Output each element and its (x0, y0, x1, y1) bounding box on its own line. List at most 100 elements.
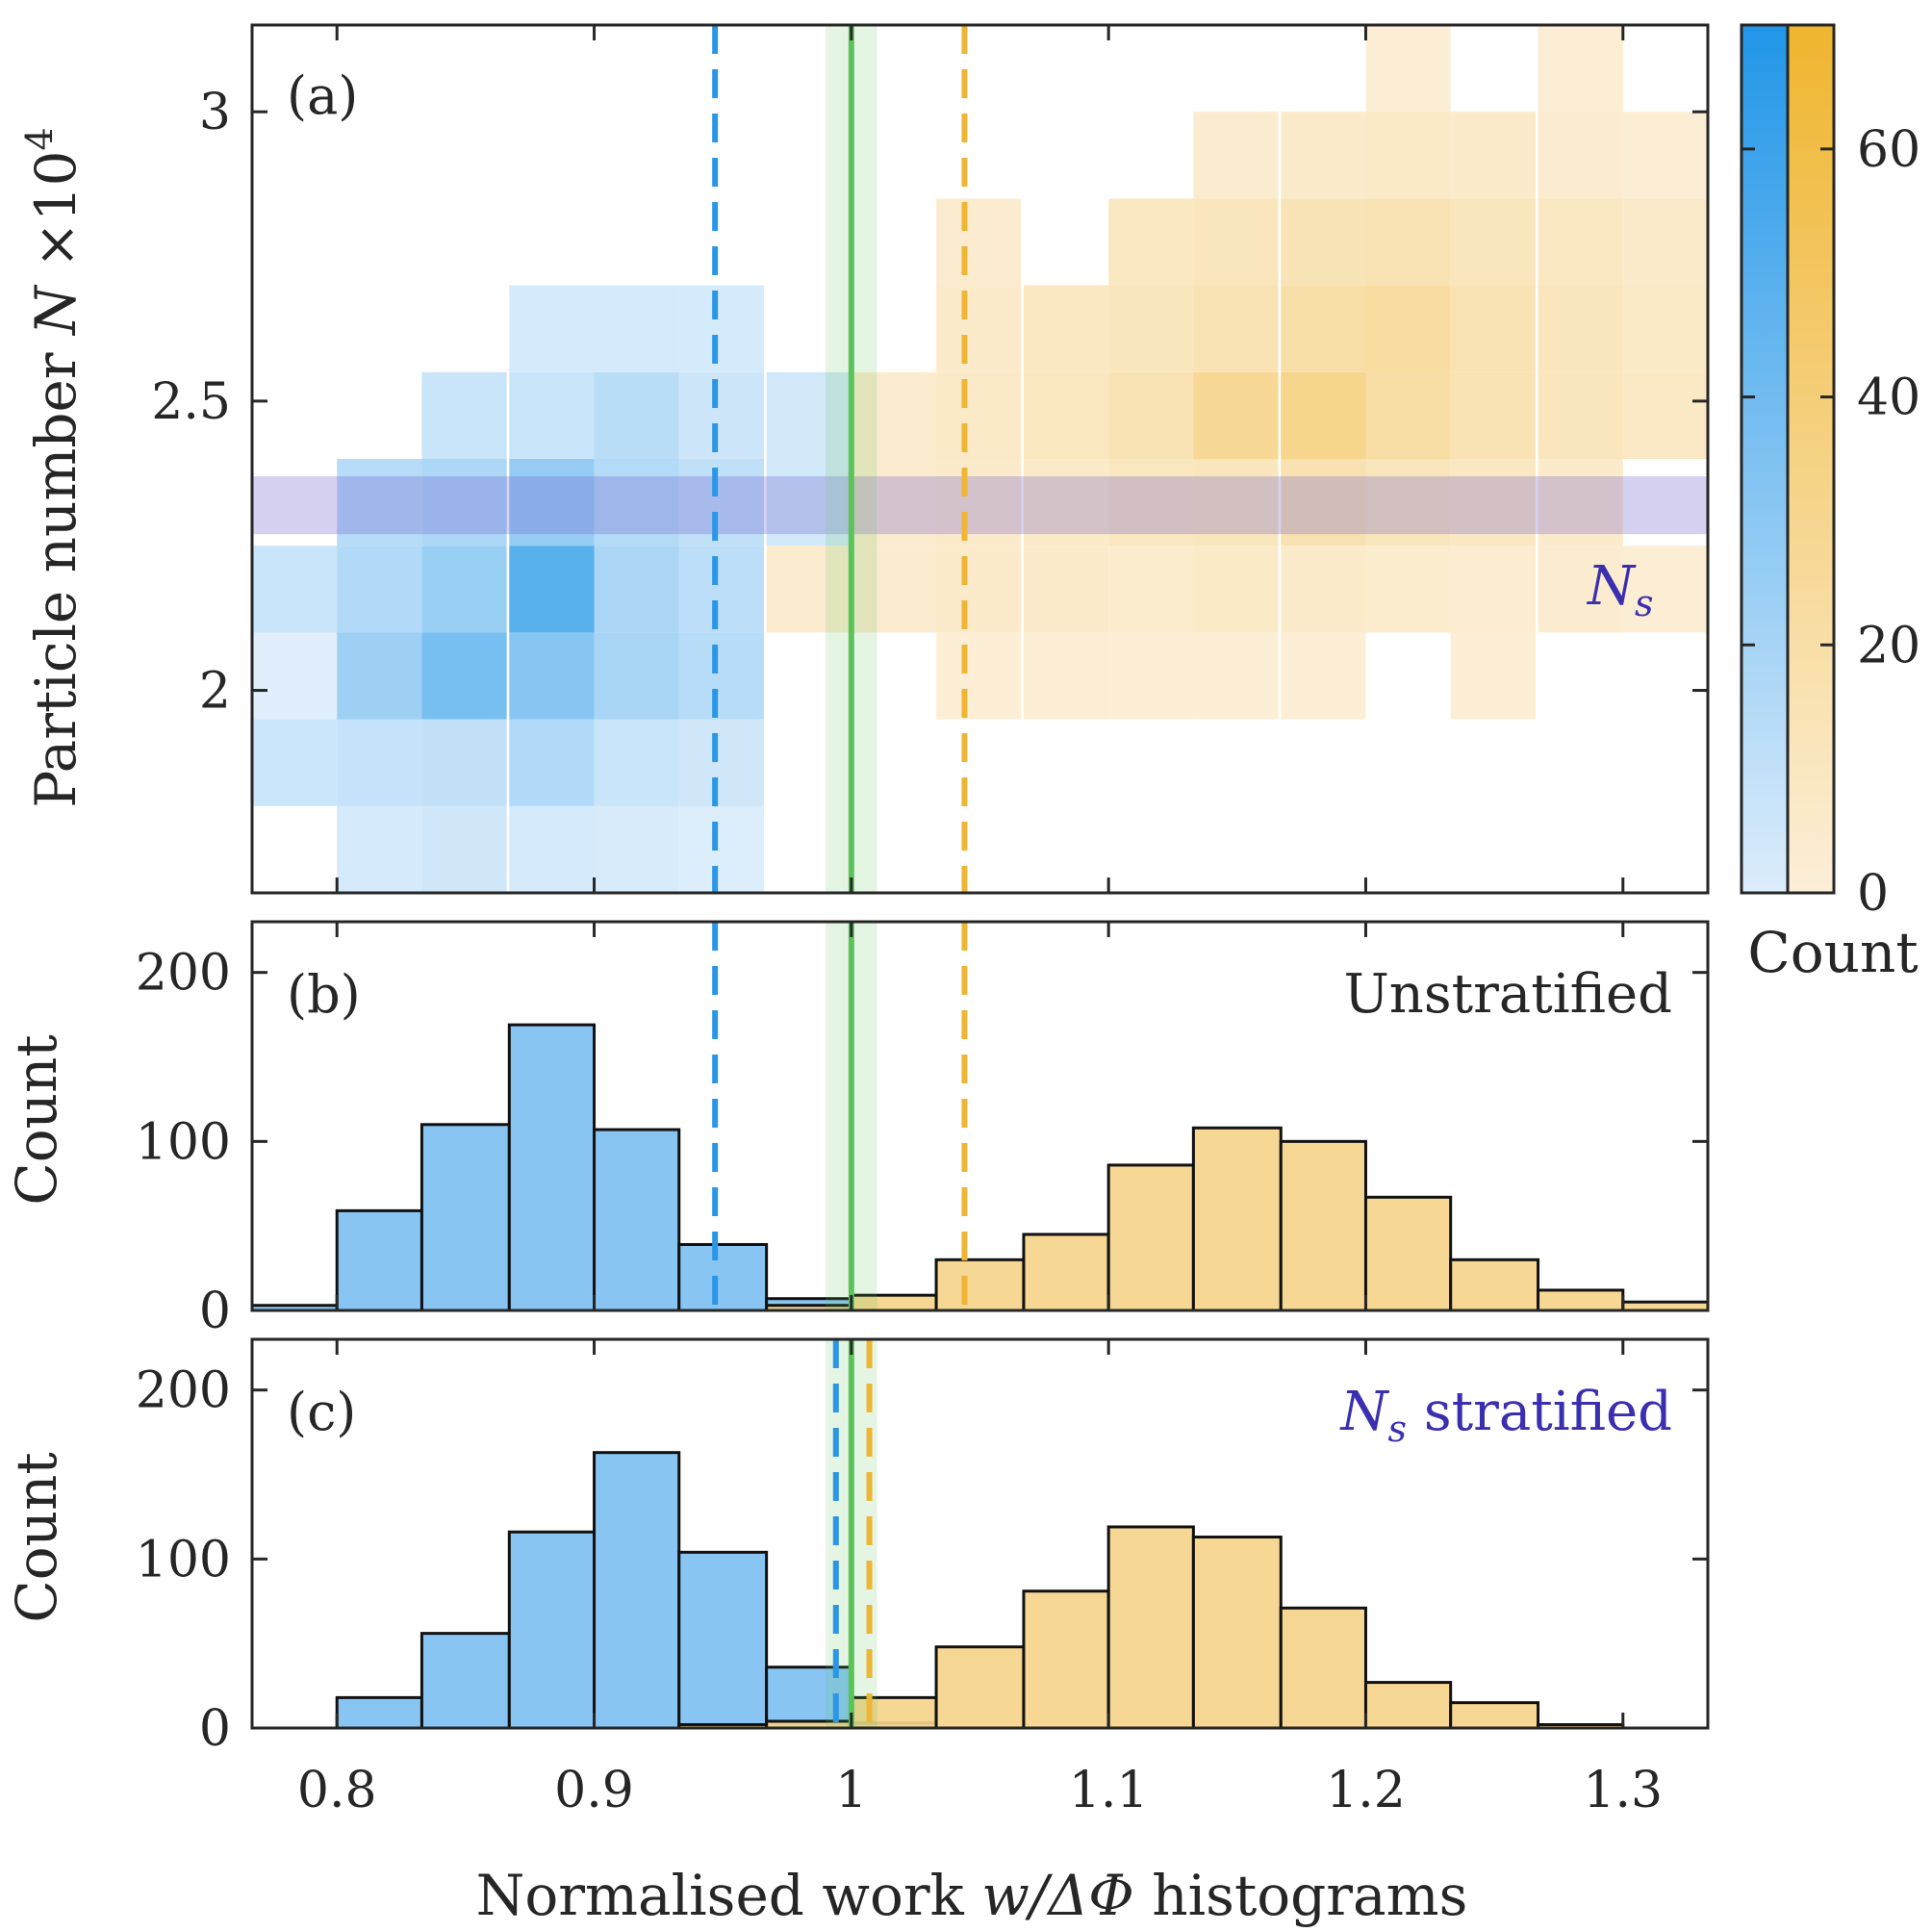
heatmap-cell-blue (678, 632, 764, 720)
x-tick-label: 1 (835, 1762, 867, 1819)
heatmap-cell-blue (337, 719, 422, 806)
histogram-bar-orange (1363, 1195, 1453, 1312)
heatmap-cells (252, 25, 1708, 893)
heatmap-cell-orange (1281, 371, 1366, 459)
histogram-bar-orange (1279, 1139, 1367, 1312)
heatmap-cell-blue (421, 632, 507, 720)
heatmap-cell-blue (594, 371, 679, 459)
heatmap-cell-blue (766, 371, 852, 459)
y-axis-ticks: 0 100 200 (136, 1362, 1708, 1758)
x-tick-label: 0.8 (297, 1762, 377, 1819)
histogram-bar-orange (1022, 1233, 1110, 1312)
panel-a-frame (250, 23, 1710, 895)
histogram-bar-orange (1022, 1589, 1110, 1730)
heatmap-cell-orange (1365, 459, 1451, 547)
heatmap-cell-orange (1365, 112, 1451, 199)
y-tick-label: 100 (136, 1113, 231, 1171)
heatmap-cell-orange (1023, 632, 1109, 720)
heatmap-cell-blue (678, 371, 764, 459)
panel-title-c: Ns stratified (1339, 1381, 1672, 1450)
panel-c: 0 100 200 0.8 0.9 1 1.1 1.2 1.3 (c) Ns stratifi… (4, 1337, 1710, 1928)
heatmap-cell-orange (1365, 198, 1451, 286)
histogram-bar-orange (1363, 1681, 1453, 1730)
heatmap-cell-orange (1538, 459, 1623, 547)
heatmap-cell-blue (678, 546, 764, 633)
heatmap-cell-orange (1193, 371, 1279, 459)
heatmap-cell-orange (766, 546, 852, 633)
heatmap-cell-blue (509, 371, 595, 459)
heatmap-cell-orange (1281, 198, 1366, 286)
histogram-bar-blue (419, 1123, 511, 1312)
histogram-bar-blue (419, 1632, 511, 1730)
histogram-bar-blue (335, 1208, 423, 1312)
histogram-bar-blue (593, 1451, 681, 1730)
histogram-bar-orange (934, 1258, 1026, 1312)
heatmap-cell-orange (1622, 371, 1708, 459)
histogram-bar-orange (1537, 1288, 1625, 1312)
heatmap-cell-orange (1450, 459, 1536, 547)
heatmap-cell-orange (1622, 198, 1708, 286)
heatmap-cell-orange (936, 198, 1022, 286)
heatmap-cell-orange (1450, 285, 1536, 372)
histogram-bar-orange (1449, 1258, 1540, 1312)
histogram-bar-blue (677, 1550, 769, 1730)
heatmap-cell-blue (678, 719, 764, 806)
heatmap-cell-orange (1108, 546, 1194, 633)
heatmap-cell-blue (509, 805, 595, 893)
histogram-bar-blue (677, 1242, 769, 1312)
heatmap-cell-orange (1538, 371, 1623, 459)
heatmap-cell-orange (1108, 632, 1194, 720)
heatmap-cell-orange (1023, 285, 1109, 372)
histogram-bar-blue (335, 1695, 423, 1730)
x-tick-label: 1.2 (1326, 1762, 1406, 1819)
y-axis-label-c: Count (4, 1452, 69, 1622)
heatmap-cell-blue (678, 459, 764, 547)
y-tick-label: 200 (136, 945, 231, 1003)
histogram-bar-orange (1106, 1525, 1195, 1730)
panel-c-frame (250, 1337, 1710, 1730)
colorbar-tick-label: 20 (1857, 617, 1920, 674)
heatmap-cell-orange (1193, 632, 1279, 720)
heatmap-cell-blue (678, 805, 764, 893)
x-axis-ticks (335, 25, 1625, 893)
heatmap-cell-blue (421, 459, 507, 547)
heatmap-cell-orange (1450, 112, 1536, 199)
heatmap-cell-orange (936, 371, 1022, 459)
heatmap-cell-orange (1622, 285, 1708, 372)
colorbar-label: Count (1747, 920, 1918, 985)
heatmap-cell-orange (1193, 198, 1279, 286)
y-tick-label: 2 (199, 663, 231, 721)
heatmap-cell-orange (1365, 25, 1451, 113)
panel-label-b: (b) (287, 964, 361, 1025)
heatmap-cell-blue (509, 632, 595, 720)
histogram-bar-blue (507, 1530, 597, 1730)
heatmap-cell-blue (421, 805, 507, 893)
heatmap-cell-orange (1622, 112, 1708, 199)
histogram-bar-orange (1106, 1163, 1195, 1312)
x-axis-label: Normalised work w/ΔΦ histograms (476, 1863, 1468, 1928)
heatmap-cell-blue (509, 285, 595, 372)
heatmap-cell-blue (594, 632, 679, 720)
heatmap-cell-blue (252, 632, 338, 720)
heatmap-cell-orange (851, 546, 937, 633)
heatmap-cell-blue (509, 459, 595, 547)
panel-b-frame (250, 920, 1710, 1312)
heatmap-cell-orange (1193, 285, 1279, 372)
x-tick-label: 1.1 (1069, 1762, 1149, 1819)
heatmap-cell-orange (1281, 285, 1366, 372)
heatmap-cell-blue (252, 719, 338, 806)
colorbar-ticks: 0 20 40 60 (1741, 121, 1920, 923)
heatmap-cell-blue (421, 371, 507, 459)
heatmap-cell-orange (1538, 198, 1623, 286)
heatmap-cell-blue (421, 719, 507, 806)
histogram-bar-blue (593, 1128, 681, 1312)
heatmap-cell-orange (1538, 112, 1623, 199)
heatmap-cell-orange (1108, 198, 1194, 286)
heatmap-cell-blue (594, 719, 679, 806)
heatmap-cell-orange (1281, 459, 1366, 547)
y-axis-ticks: 0 100 200 (136, 945, 1708, 1340)
y-tick-label: 3 (199, 84, 231, 141)
heatmap-cell-orange (1023, 371, 1109, 459)
heatmap-cell-orange (1023, 546, 1109, 633)
x-tick-label: 1.3 (1583, 1762, 1663, 1819)
